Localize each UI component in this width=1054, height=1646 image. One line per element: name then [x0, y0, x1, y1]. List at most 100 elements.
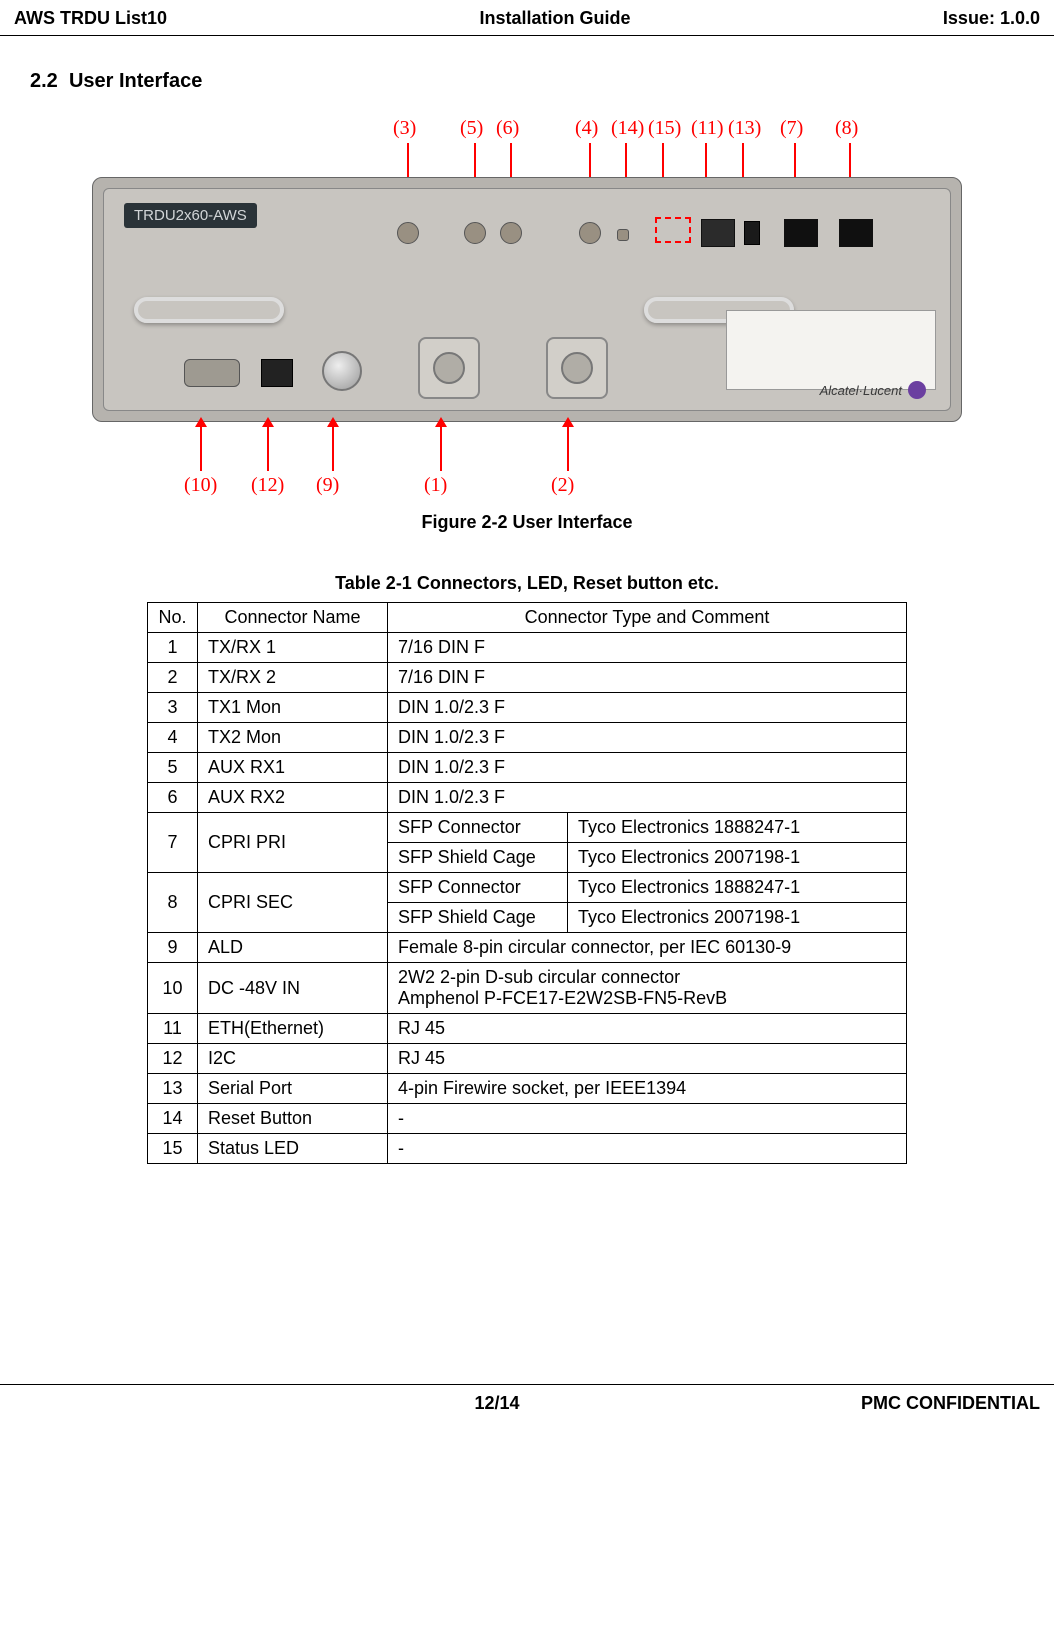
- cell-no: 1: [148, 633, 198, 663]
- port-i2c: [261, 359, 293, 387]
- cell-no: 6: [148, 783, 198, 813]
- cell-name: CPRI PRI: [198, 813, 388, 873]
- cell-name: DC -48V IN: [198, 963, 388, 1014]
- cell-name: ALD: [198, 933, 388, 963]
- cell-comment: DIN 1.0/2.3 F: [388, 753, 907, 783]
- table-row: 11ETH(Ethernet)RJ 45: [148, 1014, 907, 1044]
- device-image: TRDU2x60-AWS: [92, 177, 962, 422]
- figure-caption: Figure 2-2 User Interface: [30, 512, 1024, 533]
- table-header-row: No. Connector Name Connector Type and Co…: [148, 603, 907, 633]
- table-row: 2TX/RX 27/16 DIN F: [148, 663, 907, 693]
- port-tx1-mon: [397, 222, 419, 244]
- section-heading: 2.2 User Interface: [30, 70, 1024, 93]
- cell-no: 7: [148, 813, 198, 873]
- cell-sub-b: Tyco Electronics 1888247-1: [568, 873, 907, 903]
- callout-label: (8): [835, 117, 858, 140]
- cell-comment: 2W2 2-pin D-sub circular connectorAmphen…: [388, 963, 907, 1014]
- cell-no: 10: [148, 963, 198, 1014]
- cell-no: 14: [148, 1104, 198, 1134]
- callout-row-bottom: (10)(12)(9)(1)(2): [92, 449, 962, 497]
- figure-area: (3)(5)(6)(4)(14)(15)(11)(13)(7)(8) TRDU2…: [92, 117, 962, 497]
- cell-sub-a: SFP Shield Cage: [388, 843, 568, 873]
- table-row: 7CPRI PRISFP ConnectorTyco Electronics 1…: [148, 813, 907, 843]
- cell-comment: -: [388, 1134, 907, 1164]
- callout-label: (3): [393, 117, 416, 140]
- callout-arrow-up: [200, 419, 202, 471]
- page-footer: 12/14 PMC CONFIDENTIAL: [0, 1384, 1054, 1422]
- callout-arrow-up: [440, 419, 442, 471]
- cell-name: ETH(Ethernet): [198, 1014, 388, 1044]
- section-number: 2.2: [30, 70, 58, 92]
- callout-arrow-up: [267, 419, 269, 471]
- cell-name: Reset Button: [198, 1104, 388, 1134]
- cell-sub-a: SFP Shield Cage: [388, 903, 568, 933]
- cell-no: 5: [148, 753, 198, 783]
- port-txrx2: [546, 337, 608, 399]
- callout-label: (14): [611, 117, 644, 140]
- cell-name: I2C: [198, 1044, 388, 1074]
- cell-comment: DIN 1.0/2.3 F: [388, 723, 907, 753]
- cell-sub-b: Tyco Electronics 2007198-1: [568, 843, 907, 873]
- cell-comment: RJ 45: [388, 1044, 907, 1074]
- footer-center: 12/14: [214, 1393, 780, 1414]
- page-header: AWS TRDU List10 Installation Guide Issue…: [0, 0, 1054, 36]
- cell-name: CPRI SEC: [198, 873, 388, 933]
- brand-stripe: Alcatel·Lucent: [706, 380, 936, 400]
- table-row: 12I2CRJ 45: [148, 1044, 907, 1074]
- cell-comment: DIN 1.0/2.3 F: [388, 693, 907, 723]
- th-no: No.: [148, 603, 198, 633]
- cell-no: 3: [148, 693, 198, 723]
- callout-label: (10): [184, 474, 217, 497]
- cell-comment: RJ 45: [388, 1014, 907, 1044]
- callout-label: (6): [496, 117, 519, 140]
- table-row: 6AUX RX2DIN 1.0/2.3 F: [148, 783, 907, 813]
- cell-no: 15: [148, 1134, 198, 1164]
- brand-text: Alcatel·Lucent: [820, 383, 902, 398]
- cell-comment: Female 8-pin circular connector, per IEC…: [388, 933, 907, 963]
- cell-name: AUX RX2: [198, 783, 388, 813]
- fcc-label-area: [726, 310, 936, 390]
- port-txrx1: [418, 337, 480, 399]
- cell-comment: 4-pin Firewire socket, per IEEE1394: [388, 1074, 907, 1104]
- device-model-label: TRDU2x60-AWS: [124, 203, 257, 228]
- table-row: 13Serial Port4-pin Firewire socket, per …: [148, 1074, 907, 1104]
- callout-label: (12): [251, 474, 284, 497]
- callout-label: (1): [424, 474, 447, 497]
- cell-comment: 7/16 DIN F: [388, 663, 907, 693]
- cell-name: TX1 Mon: [198, 693, 388, 723]
- cell-no: 4: [148, 723, 198, 753]
- table-row: 9ALDFemale 8-pin circular connector, per…: [148, 933, 907, 963]
- port-aux-rx1: [464, 222, 486, 244]
- table-row: 5AUX RX1DIN 1.0/2.3 F: [148, 753, 907, 783]
- header-center: Installation Guide: [479, 8, 630, 29]
- cell-sub-b: Tyco Electronics 2007198-1: [568, 903, 907, 933]
- callout-label: (4): [575, 117, 598, 140]
- table-row: 14Reset Button-: [148, 1104, 907, 1134]
- reset-button-hole: [617, 229, 629, 241]
- cell-name: Status LED: [198, 1134, 388, 1164]
- callout-label: (9): [316, 474, 339, 497]
- th-comment: Connector Type and Comment: [388, 603, 907, 633]
- table-row: 1TX/RX 17/16 DIN F: [148, 633, 907, 663]
- cell-comment: DIN 1.0/2.3 F: [388, 783, 907, 813]
- table-row: 10DC -48V IN2W2 2-pin D-sub circular con…: [148, 963, 907, 1014]
- table-row: 15Status LED-: [148, 1134, 907, 1164]
- cell-comment: -: [388, 1104, 907, 1134]
- cell-name: TX/RX 2: [198, 663, 388, 693]
- cell-no: 2: [148, 663, 198, 693]
- connectors-table: No. Connector Name Connector Type and Co…: [147, 602, 907, 1164]
- status-led-area: [655, 217, 691, 243]
- callout-label: (5): [460, 117, 483, 140]
- callout-label: (13): [728, 117, 761, 140]
- footer-right: PMC CONFIDENTIAL: [780, 1393, 1040, 1414]
- handle-left: [134, 297, 284, 323]
- table-row: 3TX1 MonDIN 1.0/2.3 F: [148, 693, 907, 723]
- device-inner: TRDU2x60-AWS: [103, 188, 951, 411]
- header-left: AWS TRDU List10: [14, 8, 167, 29]
- cell-no: 9: [148, 933, 198, 963]
- callout-arrow-up: [332, 419, 334, 471]
- cell-name: TX2 Mon: [198, 723, 388, 753]
- port-serial-firewire: [744, 221, 760, 245]
- brand-logo-icon: [908, 381, 926, 399]
- cell-no: 12: [148, 1044, 198, 1074]
